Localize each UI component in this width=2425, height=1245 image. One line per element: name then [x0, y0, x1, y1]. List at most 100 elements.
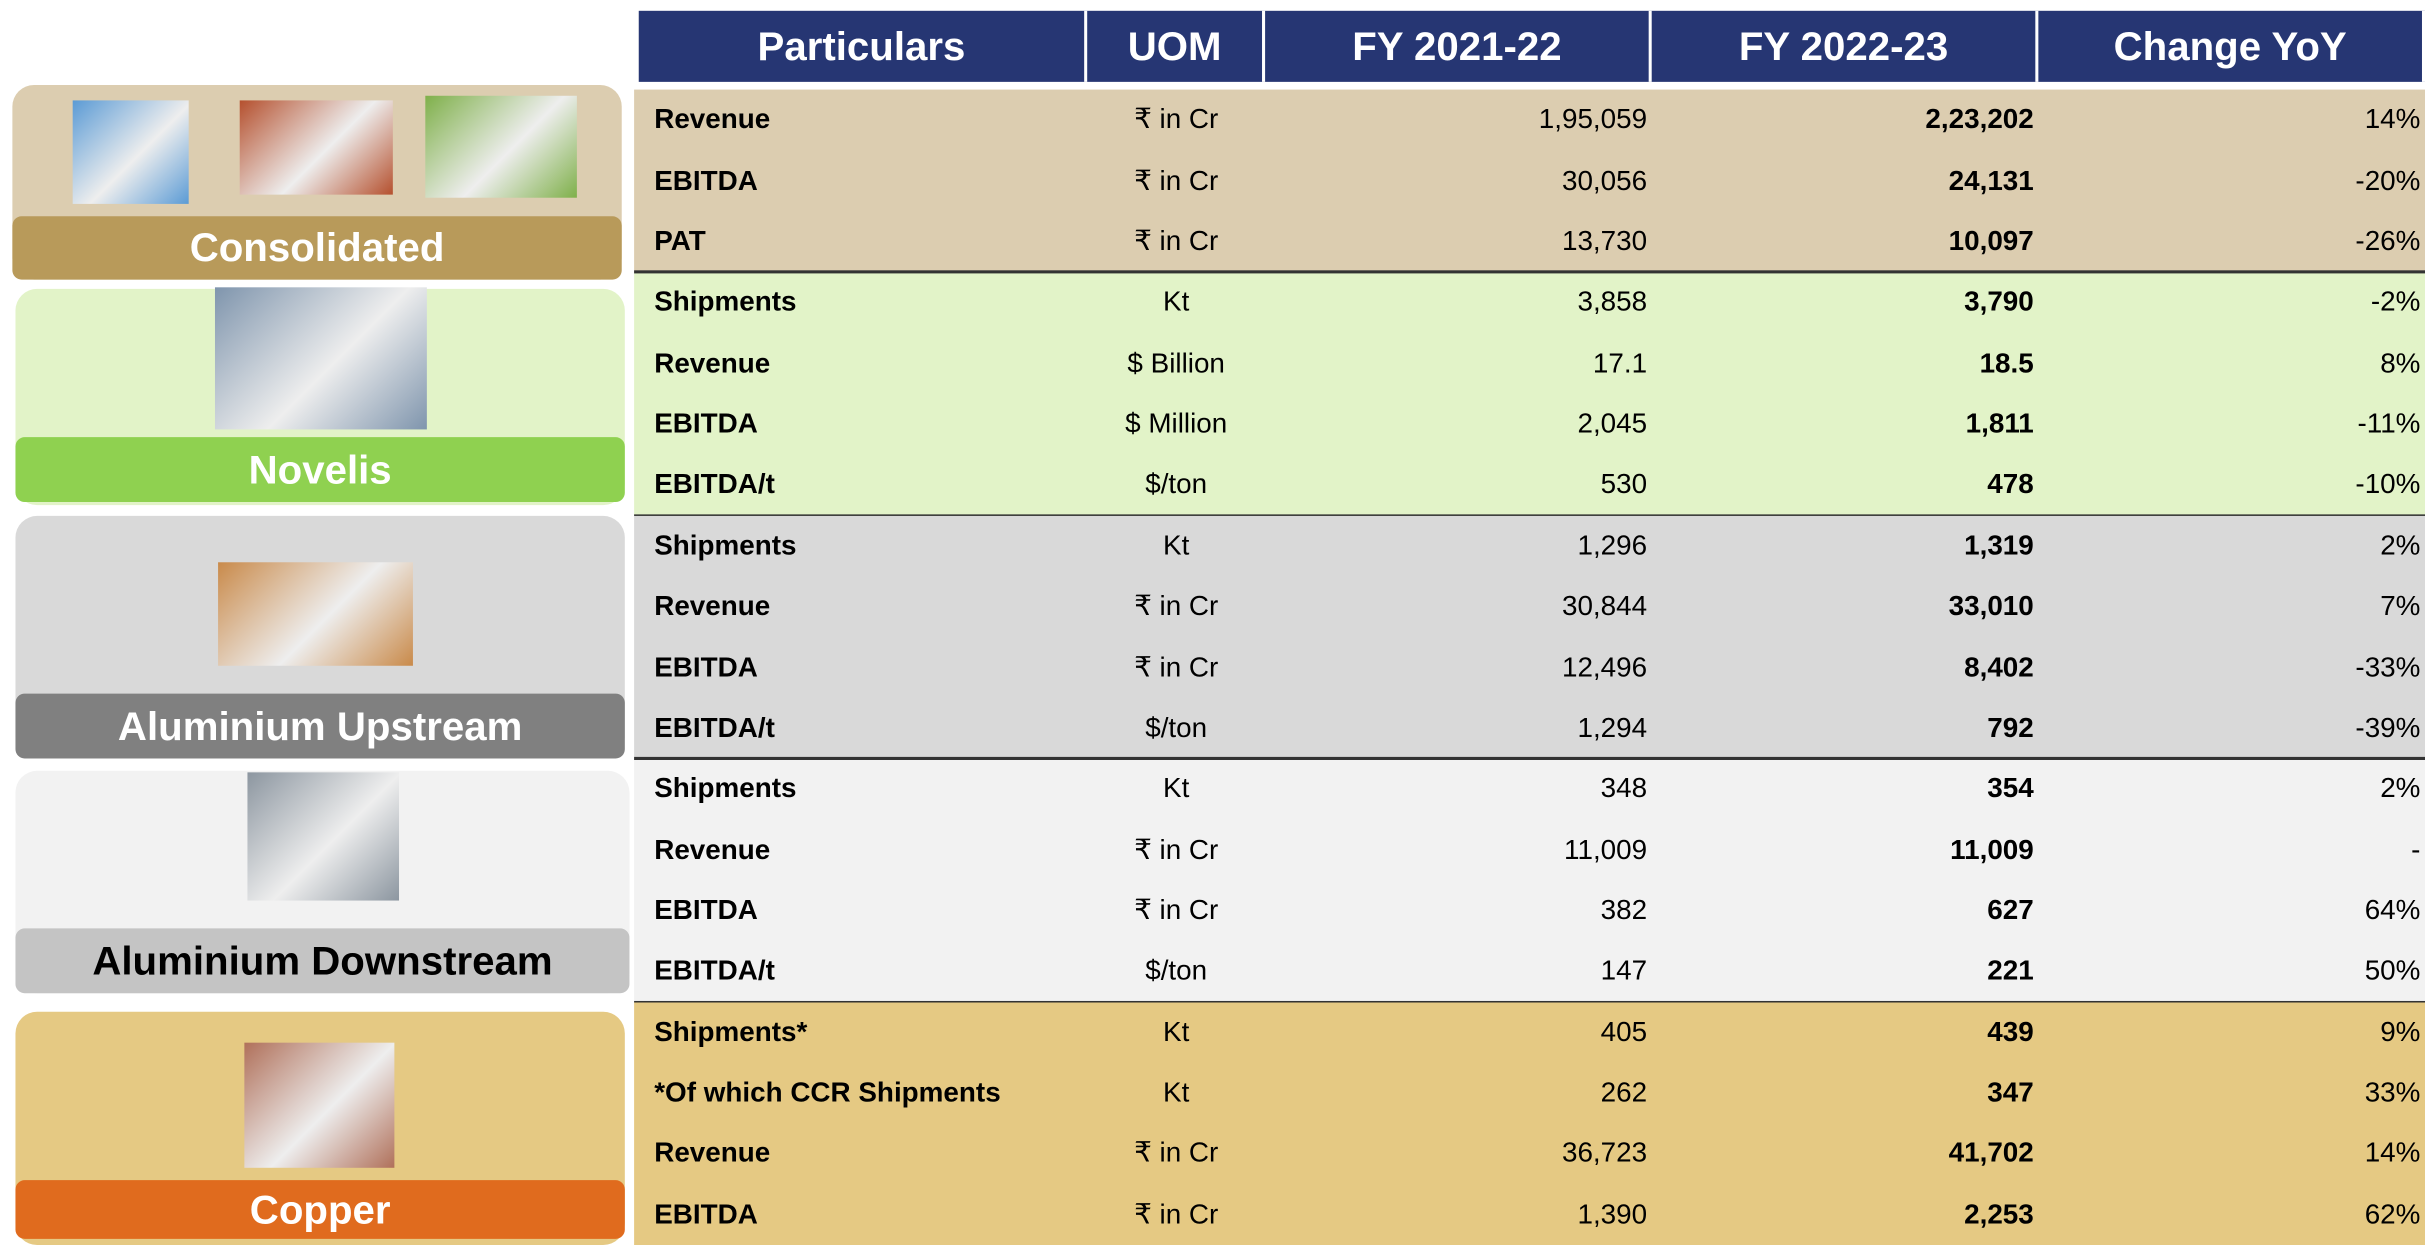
change-yoy: -39%	[2038, 698, 2425, 759]
change-yoy: -10%	[2038, 454, 2425, 515]
section-label: Novelis	[15, 437, 624, 502]
particular: EBITDA	[654, 1184, 1087, 1245]
fy-2021-22: 1,95,059	[1265, 90, 1652, 151]
change-yoy: 7%	[2038, 576, 2425, 637]
uom: Kt	[1087, 759, 1265, 820]
slide: ParticularsUOMFY 2021-22FY 2022-23Change…	[0, 0, 2425, 1245]
fy-2022-23: 347	[1652, 1063, 2039, 1124]
uom: Kt	[1087, 515, 1265, 576]
fy-2021-22: 12,496	[1265, 637, 1652, 698]
fy-2022-23: 2,23,202	[1652, 90, 2039, 151]
fy-2022-23: 627	[1652, 880, 2039, 941]
particular: EBITDA/t	[654, 698, 1087, 759]
uom: $ Million	[1087, 394, 1265, 455]
uom: ₹ in Cr	[1087, 880, 1265, 941]
fy-2022-23: 221	[1652, 941, 2039, 1002]
fy-2022-23: 10,097	[1652, 211, 2039, 272]
fy-2021-22: 530	[1265, 454, 1652, 515]
fy-2021-22: 1,294	[1265, 698, 1652, 759]
particular: EBITDA	[654, 394, 1087, 455]
photo	[425, 96, 577, 198]
uom: ₹ in Cr	[1087, 819, 1265, 880]
change-yoy: 64%	[2038, 880, 2425, 941]
uom: ₹ in Cr	[1087, 90, 1265, 151]
fy-2022-23: 2,253	[1652, 1184, 2039, 1245]
particular: Revenue	[654, 819, 1087, 880]
fy-2022-23: 1,811	[1652, 394, 2039, 455]
uom: ₹ in Cr	[1087, 1184, 1265, 1245]
change-yoy: -33%	[2038, 637, 2425, 698]
change-yoy: -20%	[2038, 150, 2425, 211]
fy-2021-22: 13,730	[1265, 211, 1652, 272]
fy-2021-22: 1,390	[1265, 1184, 1652, 1245]
change-yoy: 33%	[2038, 1063, 2425, 1124]
section-label: Aluminium Downstream	[15, 928, 629, 993]
photo	[215, 287, 427, 429]
fy-2021-22: 1,296	[1265, 515, 1652, 576]
photo	[240, 100, 393, 194]
particular: Shipments*	[654, 1002, 1087, 1063]
change-yoy: 50%	[2038, 941, 2425, 1002]
section-label: Copper	[15, 1180, 624, 1239]
header-cell: Particulars	[639, 11, 1088, 82]
fy-2021-22: 11,009	[1265, 819, 1652, 880]
header-cell: Change YoY	[2038, 11, 2425, 82]
particular: Revenue	[654, 1123, 1087, 1184]
particular: PAT	[654, 211, 1087, 272]
uom: $/ton	[1087, 698, 1265, 759]
change-yoy: -11%	[2038, 394, 2425, 455]
fy-2021-22: 382	[1265, 880, 1652, 941]
fy-2022-23: 792	[1652, 698, 2039, 759]
particular: EBITDA	[654, 880, 1087, 941]
fy-2022-23: 3,790	[1652, 272, 2039, 333]
section-label: Aluminium Upstream	[15, 694, 624, 759]
fy-2021-22: 348	[1265, 759, 1652, 820]
photo	[218, 562, 413, 665]
page: ParticularsUOMFY 2021-22FY 2022-23Change…	[0, 0, 2425, 1245]
particular: Revenue	[654, 90, 1087, 151]
fy-2021-22: 262	[1265, 1063, 1652, 1124]
fy-2021-22: 405	[1265, 1002, 1652, 1063]
particular: EBITDA	[654, 637, 1087, 698]
section-label: Consolidated	[12, 216, 621, 279]
change-yoy: 9%	[2038, 1002, 2425, 1063]
change-yoy: -26%	[2038, 211, 2425, 272]
change-yoy: -2%	[2038, 272, 2425, 333]
particular: EBITDA/t	[654, 941, 1087, 1002]
particular: Shipments	[654, 759, 1087, 820]
change-yoy: 62%	[2038, 1184, 2425, 1245]
uom: $/ton	[1087, 454, 1265, 515]
particular: Revenue	[654, 576, 1087, 637]
fy-2021-22: 17.1	[1265, 333, 1652, 394]
particular: Shipments	[654, 272, 1087, 333]
fy-2021-22: 2,045	[1265, 394, 1652, 455]
fy-2021-22: 147	[1265, 941, 1652, 1002]
fy-2022-23: 41,702	[1652, 1123, 2039, 1184]
fy-2022-23: 11,009	[1652, 819, 2039, 880]
particular: EBITDA/t	[654, 454, 1087, 515]
uom: ₹ in Cr	[1087, 637, 1265, 698]
uom: Kt	[1087, 272, 1265, 333]
photo	[247, 772, 399, 900]
fy-2022-23: 354	[1652, 759, 2039, 820]
particular: Shipments	[654, 515, 1087, 576]
particular: EBITDA	[654, 150, 1087, 211]
particular: Revenue	[654, 333, 1087, 394]
header-cell: FY 2021-22	[1265, 11, 1652, 82]
uom: Kt	[1087, 1063, 1265, 1124]
fy-2022-23: 24,131	[1652, 150, 2039, 211]
uom: $/ton	[1087, 941, 1265, 1002]
photo	[244, 1043, 394, 1168]
change-yoy: 14%	[2038, 1123, 2425, 1184]
change-yoy: 8%	[2038, 333, 2425, 394]
header-cell: FY 2022-23	[1652, 11, 2039, 82]
uom: $ Billion	[1087, 333, 1265, 394]
change-yoy: 14%	[2038, 90, 2425, 151]
fy-2021-22: 30,844	[1265, 576, 1652, 637]
header-cell: UOM	[1087, 11, 1265, 82]
fy-2021-22: 30,056	[1265, 150, 1652, 211]
uom: ₹ in Cr	[1087, 1123, 1265, 1184]
uom: ₹ in Cr	[1087, 576, 1265, 637]
uom: Kt	[1087, 1002, 1265, 1063]
fy-2022-23: 8,402	[1652, 637, 2039, 698]
